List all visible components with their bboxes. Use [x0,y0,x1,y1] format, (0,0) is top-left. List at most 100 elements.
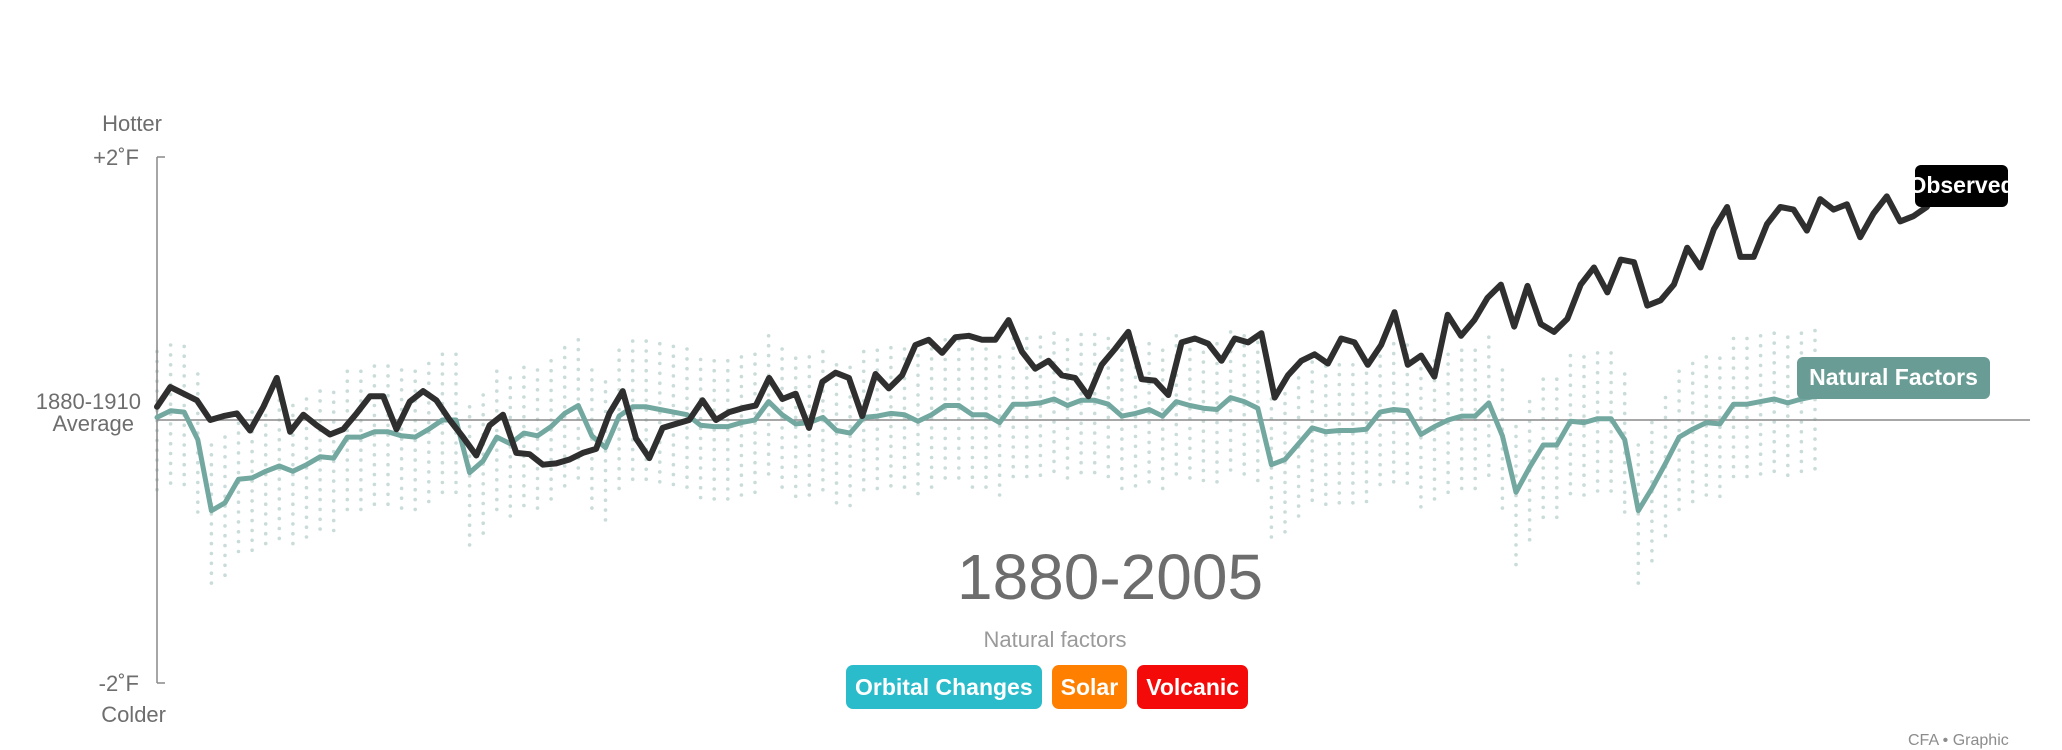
band-dot [698,446,703,451]
band-dot [1011,386,1015,390]
band-dot [1595,370,1600,375]
band-dot [1133,454,1138,459]
band-dot [1065,347,1070,352]
band-dot [576,347,581,352]
band-dot [970,357,975,361]
band-dot [1174,343,1179,348]
band-dot [1718,356,1722,361]
band-dot [1527,508,1532,512]
band-dot [671,462,676,467]
band-dot [644,368,648,373]
band-dot [1731,435,1736,439]
band-dot [1215,381,1219,386]
band-dot [1758,472,1763,476]
band-dot [1296,415,1301,420]
band-dot [1650,450,1654,455]
band-dot [753,372,757,376]
band-dot [630,447,635,452]
band-dot [1677,389,1681,393]
band-dot [1487,473,1491,478]
band-dot [399,486,404,491]
band-dot [943,377,947,382]
band-dot [1555,505,1559,510]
band-dot [617,358,621,363]
band-dot [929,347,934,351]
band-dot [997,483,1002,487]
volcanic-button[interactable]: Volcanic [1137,665,1249,709]
credit-text: CFA • Graphic [1908,732,2009,749]
band-dot [1391,440,1396,445]
band-dot [1133,434,1138,439]
band-dot [997,424,1002,428]
band-dot [902,445,907,450]
band-dot [495,399,499,403]
band-dot [1405,372,1410,377]
band-dot [644,467,648,472]
band-dot [1514,543,1518,547]
band-dot [495,448,499,453]
band-dot [1065,476,1070,480]
band-dot [440,391,445,396]
band-dot [753,411,757,416]
band-dot [250,410,254,414]
band-dot [1595,430,1600,434]
band-dot [1473,486,1477,491]
solar-button[interactable]: Solar [1051,665,1128,709]
band-dot [1391,361,1396,366]
band-dot [698,456,703,460]
band-dot [359,379,363,384]
band-dot [1147,470,1151,474]
band-dot [481,531,486,535]
band-dot [1201,439,1206,443]
band-dot [359,468,363,472]
band-dot [793,366,798,370]
band-dot [1242,472,1246,476]
band-dot [1663,494,1668,499]
natural-factors-line [154,393,1818,514]
band-dot [1160,397,1165,402]
band-dot [1432,388,1437,393]
band-dot [196,480,200,485]
band-dot [1799,420,1804,424]
band-dot [386,502,390,507]
band-dot [1500,407,1505,412]
band-dot [440,362,445,366]
band-dot [1813,328,1817,333]
band-dot [861,379,866,384]
band-dot [1690,411,1695,415]
band-dot [590,457,594,461]
band-dot [386,364,390,368]
band-dot [1609,439,1613,444]
band-dot [236,539,241,544]
band-dot [1405,441,1410,446]
band-dot [603,459,608,463]
band-dot [1011,415,1015,420]
band-dot [562,405,567,409]
band-dot [1541,426,1545,431]
band-dot [957,367,961,372]
band-dot [1065,456,1070,460]
orbital-changes-button[interactable]: Orbital Changes [846,665,1042,709]
band-dot [1174,383,1179,388]
band-dot [1555,476,1559,480]
band-dot [1215,440,1219,445]
band-dot [291,462,295,467]
band-dot [603,488,608,493]
band-dot [970,436,975,440]
band-dot [603,518,608,522]
band-dot [549,477,553,482]
band-dot [1092,342,1097,347]
band-dot [902,455,907,460]
band-dot [196,490,200,495]
band-dot [1215,371,1219,376]
band-dot [1745,356,1749,361]
band-dot [1650,499,1654,504]
band-dot [1704,493,1709,497]
band-dot [671,364,676,368]
band-dot [277,516,282,521]
band-dot [1092,460,1097,465]
band-dot [1527,488,1532,493]
band-dot [331,499,336,503]
band-dot [644,388,648,393]
band-dot [793,464,798,469]
